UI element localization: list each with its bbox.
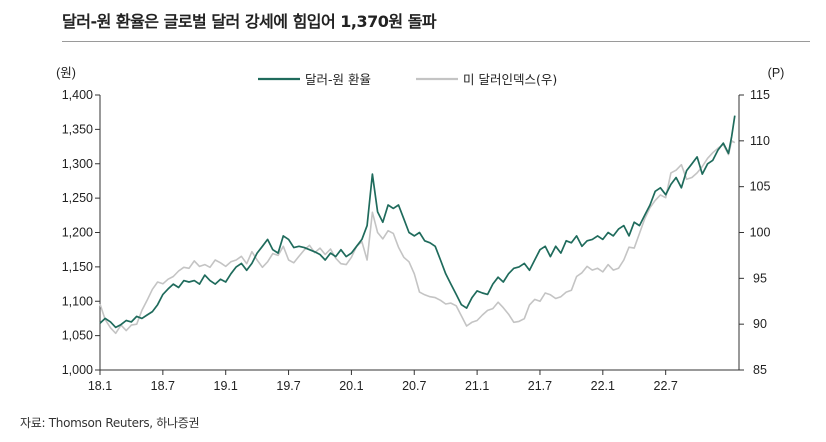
x-tick-label: 20.7 [402,379,426,393]
y-left-tick-label: 1,050 [62,329,93,343]
x-tick-label: 18.1 [88,379,112,393]
chart-title: 달러-원 환율은 글로벌 달러 강세에 힘입어 1,370원 돌파 [62,12,437,31]
y-right-tick-label: 115 [750,88,770,102]
x-tick-label: 20.1 [339,379,363,393]
y-left-tick-label: 1,200 [62,226,93,240]
y-left-unit-label: (원) [56,66,76,80]
series-line-dollar-index [99,140,736,335]
x-tick-label: 18.7 [151,379,175,393]
y-left-tick-label: 1,350 [62,122,93,136]
source-note: 자료: Thomson Reuters, 하나증권 [20,416,200,430]
legend-label-dxy: 미 달러인덱스(우) [463,72,557,87]
y-left-tick-label: 1,400 [62,88,93,102]
series-line-usdkrw [99,115,736,329]
y-right-unit-label: (P) [768,66,785,80]
y-left-tick-label: 1,100 [62,294,93,308]
y-right-tick-label: 95 [753,271,767,285]
x-tick-label: 19.1 [214,379,238,393]
y-right-tick-label: 105 [750,180,771,194]
title-divider [62,41,810,42]
y-right-tick-label: 100 [750,226,771,240]
x-tick-label: 22.1 [591,379,615,393]
y-left-tick-label: 1,150 [62,260,93,274]
x-tick-label: 19.7 [276,379,300,393]
legend-label-krw: 달러-원 환율 [305,72,371,87]
y-left-tick-label: 1,250 [62,191,93,205]
y-right-tick-label: 90 [753,317,767,331]
x-tick-label: 21.1 [465,379,489,393]
x-tick-label: 22.7 [654,379,678,393]
y-left-tick-label: 1,300 [62,157,93,171]
y-left-tick-label: 1,000 [62,363,93,377]
y-right-tick-label: 110 [750,134,770,148]
x-tick-label: 21.7 [528,379,552,393]
y-right-tick-label: 85 [753,363,767,377]
